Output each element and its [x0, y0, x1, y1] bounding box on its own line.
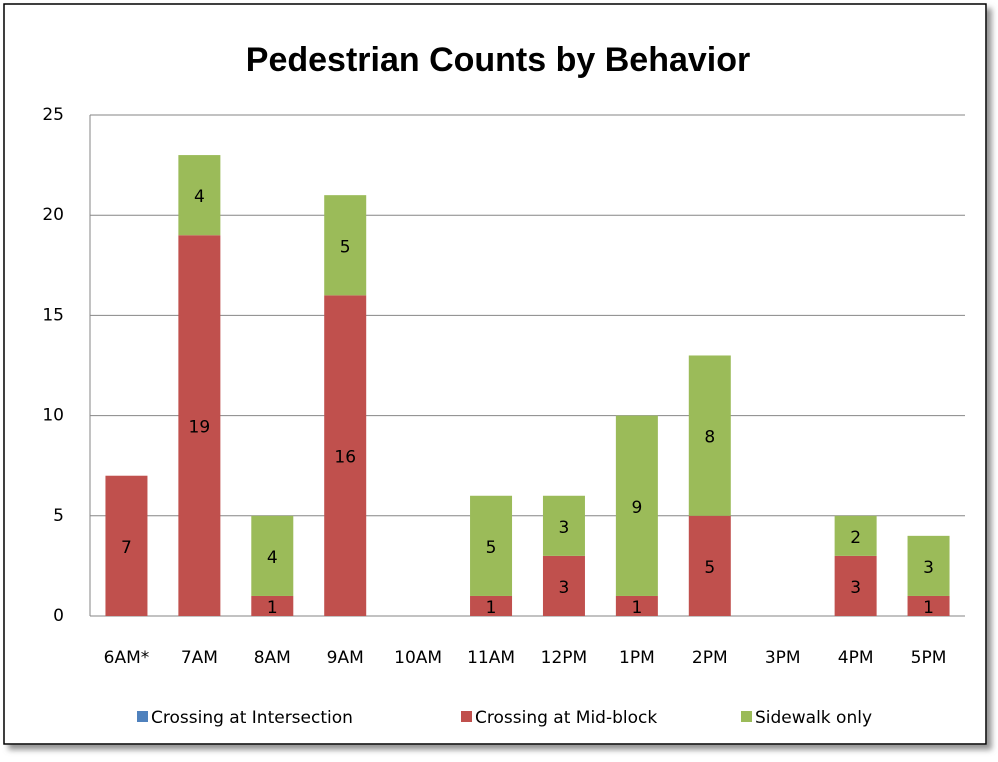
bar-segment — [542, 495, 585, 556]
data-label: 5 — [340, 237, 351, 257]
bar-segment — [105, 475, 148, 616]
legend-label: Crossing at Intersection — [151, 708, 353, 728]
bar-segment — [834, 555, 877, 616]
x-tick-label: 2PM — [692, 648, 728, 668]
bar-segment — [907, 535, 950, 596]
data-label: 1 — [923, 598, 934, 618]
y-tick-label: 15 — [42, 305, 64, 325]
bar-segment — [324, 195, 367, 296]
data-label: 3 — [559, 518, 570, 538]
legend-label: Crossing at Mid-block — [475, 708, 657, 728]
data-label: 3 — [850, 578, 861, 598]
data-label: 9 — [631, 498, 642, 518]
x-tick-label: 4PM — [838, 648, 874, 668]
data-label: 5 — [486, 538, 497, 558]
bar-segment — [688, 355, 731, 516]
x-tick-label: 11AM — [467, 648, 515, 668]
data-label: 7 — [121, 538, 132, 558]
x-tick-label: 3PM — [765, 648, 801, 668]
chart-title: Pedestrian Counts by Behavior — [246, 41, 750, 79]
chart-frame — [3, 3, 987, 745]
x-tick-label: 9AM — [327, 648, 364, 668]
bar-segment — [615, 415, 658, 596]
bar-segment — [907, 595, 950, 616]
y-tick-label: 10 — [42, 406, 64, 426]
y-tick-label: 20 — [42, 205, 64, 225]
bar-segment — [470, 495, 513, 596]
bar-segment — [324, 295, 367, 616]
legend-label: Sidewalk only — [755, 708, 872, 728]
bar-segment — [178, 155, 221, 236]
bar-segment — [251, 515, 294, 596]
bar-segment — [251, 595, 294, 616]
legend-swatch — [137, 711, 148, 722]
bar-segment — [178, 235, 221, 617]
data-label: 4 — [194, 187, 205, 207]
bar-segment — [615, 595, 658, 616]
data-label: 5 — [704, 558, 715, 578]
bar-segment — [688, 515, 731, 616]
bar-segment — [834, 515, 877, 556]
data-label: 3 — [559, 578, 570, 598]
data-label: 2 — [850, 528, 861, 548]
bar-segment — [470, 595, 513, 616]
y-tick-label: 0 — [53, 606, 64, 626]
data-label: 4 — [267, 548, 278, 568]
data-label: 3 — [923, 558, 934, 578]
data-label: 1 — [486, 598, 497, 618]
legend-swatch — [461, 711, 472, 722]
data-label: 8 — [704, 428, 715, 448]
x-tick-label: 1PM — [619, 648, 655, 668]
x-tick-label: 5PM — [911, 648, 947, 668]
y-tick-label: 25 — [42, 105, 64, 125]
data-label: 1 — [267, 598, 278, 618]
x-tick-label: 8AM — [254, 648, 291, 668]
x-tick-label: 10AM — [394, 648, 442, 668]
legend-swatch — [741, 711, 752, 722]
bar-segment — [542, 555, 585, 616]
x-tick-label: 7AM — [181, 648, 218, 668]
data-label: 19 — [189, 418, 211, 438]
data-label: 16 — [334, 448, 356, 468]
data-label: 1 — [631, 598, 642, 618]
x-tick-label: 12PM — [541, 648, 588, 668]
y-tick-label: 5 — [53, 506, 64, 526]
x-tick-label: 6AM* — [104, 648, 150, 668]
